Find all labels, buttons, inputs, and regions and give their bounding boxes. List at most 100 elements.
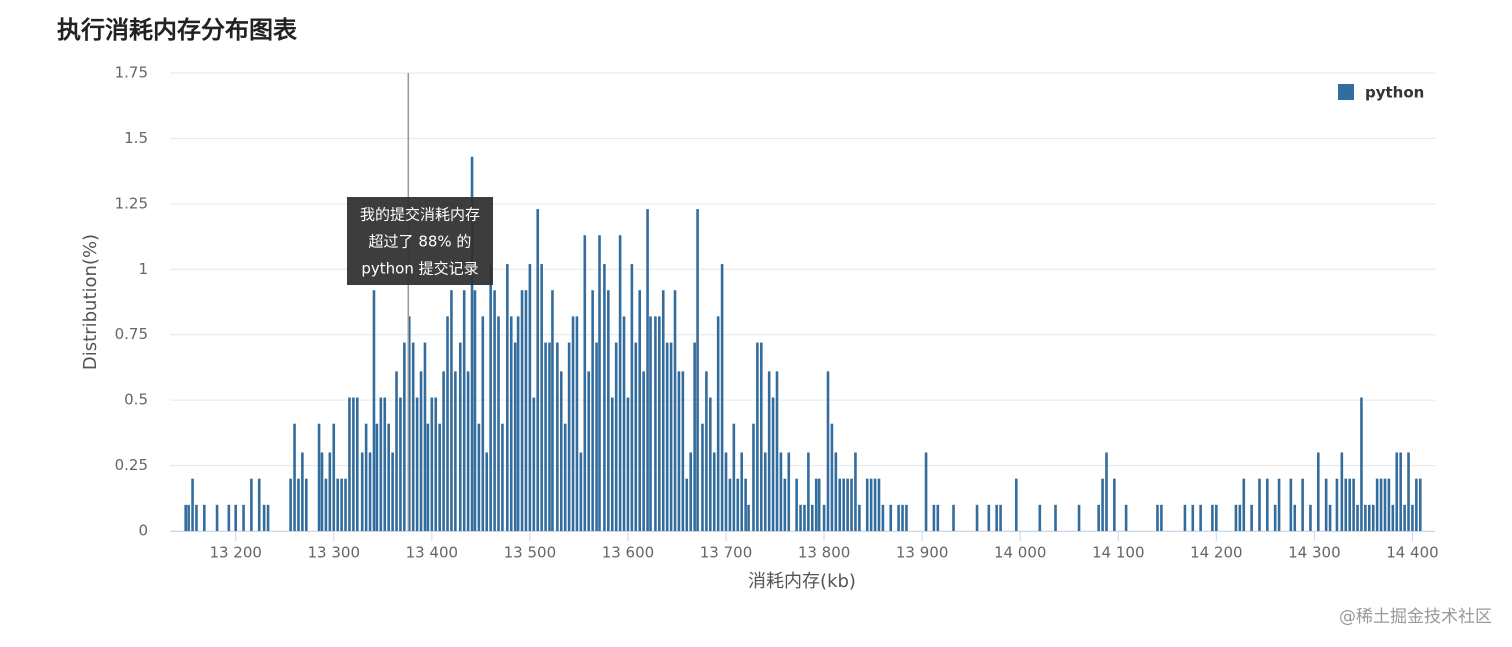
bar bbox=[266, 504, 270, 531]
bar bbox=[532, 397, 536, 531]
bar bbox=[352, 397, 355, 531]
bar bbox=[509, 316, 513, 531]
bar bbox=[434, 397, 438, 531]
bar bbox=[395, 371, 398, 531]
bar bbox=[877, 478, 881, 531]
bar bbox=[1101, 478, 1104, 531]
bar bbox=[932, 504, 936, 531]
bar bbox=[603, 264, 606, 531]
bar bbox=[901, 504, 904, 531]
bar bbox=[614, 342, 618, 531]
bar bbox=[936, 504, 940, 531]
bar bbox=[720, 264, 724, 531]
bar bbox=[814, 478, 818, 531]
bar bbox=[724, 452, 728, 531]
annotation-text: 超过了 88% 的 bbox=[369, 233, 472, 251]
bar bbox=[473, 290, 477, 531]
bar bbox=[1375, 478, 1379, 531]
bar bbox=[1077, 504, 1081, 531]
bar bbox=[1238, 504, 1242, 531]
bar bbox=[1364, 504, 1367, 531]
bar bbox=[987, 504, 991, 531]
bar bbox=[501, 423, 504, 531]
x-tick-label: 13 600 bbox=[602, 544, 655, 562]
bar bbox=[760, 342, 763, 531]
bar bbox=[458, 342, 462, 531]
bar bbox=[795, 478, 798, 531]
bar bbox=[1418, 478, 1422, 531]
bar bbox=[587, 371, 591, 531]
bar bbox=[317, 423, 321, 531]
bar bbox=[822, 504, 826, 531]
bar bbox=[1258, 478, 1261, 531]
bar bbox=[630, 264, 634, 531]
bar bbox=[889, 504, 893, 531]
bar bbox=[348, 397, 351, 531]
bar bbox=[591, 290, 594, 531]
x-tick-label: 13 900 bbox=[896, 544, 949, 562]
bar bbox=[1360, 397, 1363, 531]
bar bbox=[669, 342, 673, 531]
bar bbox=[618, 235, 622, 531]
bar bbox=[817, 478, 821, 531]
bar bbox=[1234, 504, 1238, 531]
bar bbox=[262, 504, 266, 531]
bar bbox=[701, 423, 704, 531]
bar bbox=[673, 290, 677, 531]
x-tick-label: 13 500 bbox=[504, 544, 557, 562]
y-tick-label: 1.75 bbox=[115, 64, 148, 82]
bar bbox=[649, 316, 652, 531]
bar bbox=[513, 342, 517, 531]
bar bbox=[497, 316, 500, 531]
bar bbox=[379, 397, 383, 531]
bar bbox=[372, 290, 376, 531]
bar bbox=[873, 478, 877, 531]
bar bbox=[411, 342, 415, 531]
bar bbox=[301, 452, 304, 531]
bar bbox=[1340, 452, 1344, 531]
bar bbox=[1383, 478, 1387, 531]
bar bbox=[489, 264, 492, 531]
bar bbox=[548, 342, 551, 531]
bar bbox=[807, 452, 810, 531]
x-axis-title: 消耗内存(kb) bbox=[748, 571, 856, 592]
bar bbox=[826, 371, 830, 531]
bar bbox=[556, 342, 559, 531]
legend-swatch bbox=[1338, 84, 1354, 100]
bar bbox=[375, 423, 379, 531]
bar bbox=[709, 397, 712, 531]
bar bbox=[540, 264, 543, 531]
bar bbox=[242, 504, 245, 531]
bar bbox=[1356, 504, 1359, 531]
bar bbox=[579, 452, 583, 531]
bar bbox=[626, 397, 630, 531]
bar bbox=[257, 478, 261, 531]
bar bbox=[1367, 504, 1371, 531]
bar bbox=[383, 397, 387, 531]
bar bbox=[1407, 452, 1410, 531]
bar bbox=[705, 371, 708, 531]
bar bbox=[470, 156, 474, 531]
bar bbox=[187, 504, 190, 531]
bar bbox=[184, 504, 187, 531]
bar bbox=[423, 342, 427, 531]
bar bbox=[834, 452, 838, 531]
x-tick-label: 13 300 bbox=[308, 544, 361, 562]
bar bbox=[610, 397, 614, 531]
bar bbox=[1124, 504, 1128, 531]
bar bbox=[528, 264, 532, 531]
bar bbox=[803, 504, 806, 531]
bar bbox=[696, 209, 699, 531]
bar bbox=[1352, 478, 1355, 531]
watermark: @稀土掘金技术社区 bbox=[1339, 607, 1492, 627]
y-tick-label: 0.75 bbox=[115, 325, 148, 343]
bar bbox=[391, 452, 394, 531]
bar bbox=[419, 371, 423, 531]
bar bbox=[536, 209, 540, 531]
y-tick-label: 0.25 bbox=[115, 456, 148, 474]
bar bbox=[869, 478, 873, 531]
bar bbox=[830, 423, 834, 531]
bar bbox=[1277, 478, 1281, 531]
bar bbox=[1399, 452, 1402, 531]
bar bbox=[779, 452, 783, 531]
